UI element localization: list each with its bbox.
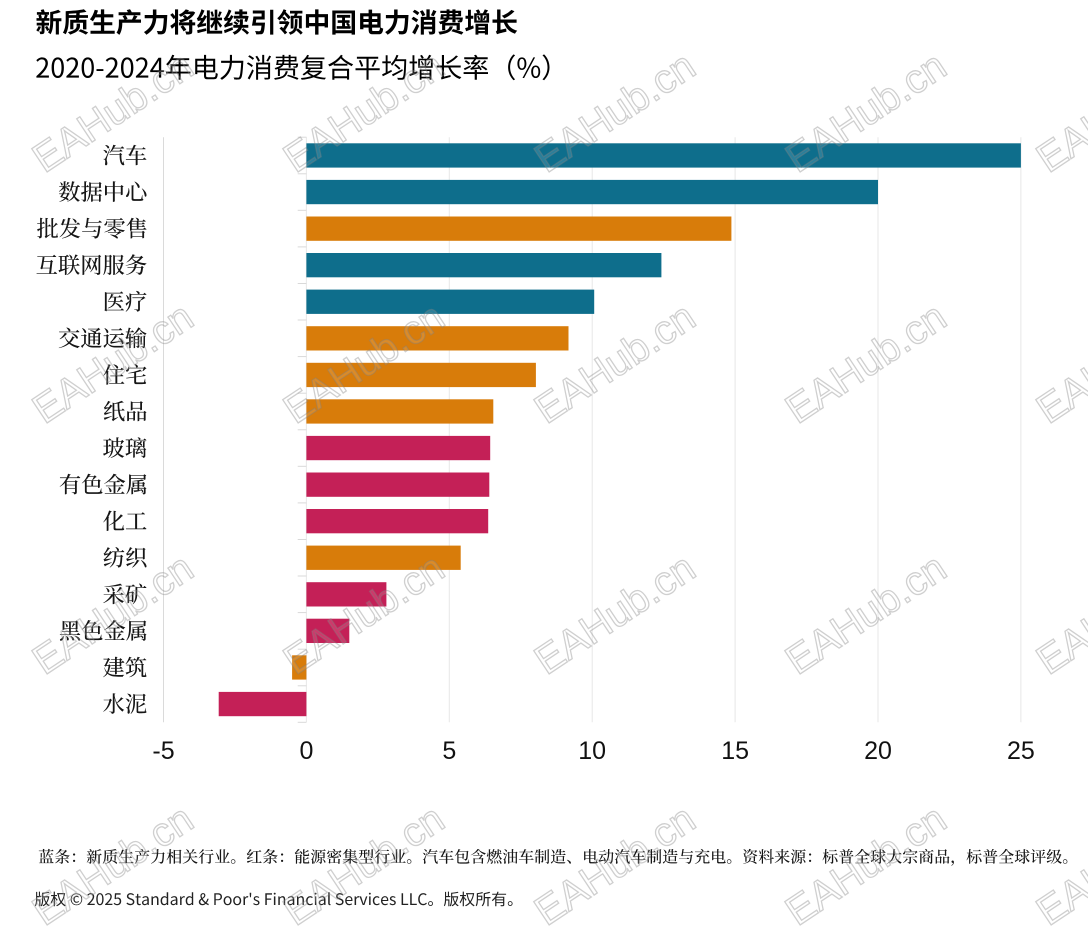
svg-text:EAHub.cn: EAHub.cn [777,795,954,931]
svg-text:15: 15 [721,737,749,765]
svg-text:EAHub.cn: EAHub.cn [1028,293,1088,432]
svg-text:EAHub.cn: EAHub.cn [275,795,452,931]
svg-text:20: 20 [864,737,892,765]
svg-text:EAHub.cn: EAHub.cn [1028,544,1088,683]
svg-text:5: 5 [442,737,456,765]
svg-text:EAHub.cn: EAHub.cn [24,293,201,432]
svg-text:EAHub.cn: EAHub.cn [777,544,954,683]
svg-text:-5: -5 [152,737,174,765]
svg-text:EAHub.cn: EAHub.cn [1028,42,1088,181]
svg-text:10: 10 [578,737,606,765]
svg-text:EAHub.cn: EAHub.cn [777,293,954,432]
svg-text:EAHub.cn: EAHub.cn [1028,795,1088,931]
svg-text:0: 0 [299,737,313,765]
svg-text:EAHub.cn: EAHub.cn [526,544,703,683]
svg-text:25: 25 [1007,737,1035,765]
svg-text:EAHub.cn: EAHub.cn [24,42,201,181]
svg-text:EAHub.cn: EAHub.cn [526,293,703,432]
